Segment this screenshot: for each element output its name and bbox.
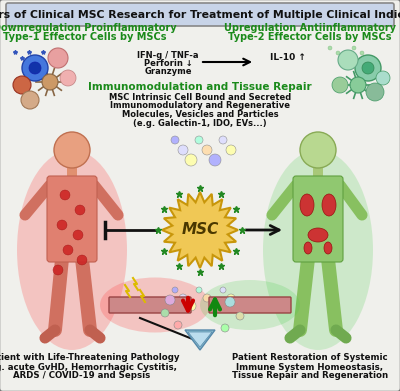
Text: Immunomodulation and Tissue Repair: Immunomodulation and Tissue Repair	[88, 82, 312, 92]
Circle shape	[77, 255, 87, 265]
Text: MSC Intrinsic Cell Bound and Secreted: MSC Intrinsic Cell Bound and Secreted	[109, 93, 291, 102]
Text: (e.g. Galectin-1, IDO, EVs...): (e.g. Galectin-1, IDO, EVs...)	[133, 120, 267, 129]
Circle shape	[225, 297, 235, 307]
Circle shape	[171, 136, 179, 144]
Circle shape	[22, 55, 48, 81]
FancyBboxPatch shape	[47, 176, 97, 262]
Circle shape	[300, 132, 336, 168]
Circle shape	[185, 154, 197, 166]
Circle shape	[13, 76, 31, 94]
Circle shape	[179, 294, 187, 302]
Circle shape	[362, 62, 374, 74]
Polygon shape	[162, 192, 238, 268]
Circle shape	[366, 83, 384, 101]
FancyBboxPatch shape	[67, 167, 77, 179]
Circle shape	[209, 154, 221, 166]
Circle shape	[186, 301, 196, 311]
Circle shape	[48, 48, 68, 68]
FancyBboxPatch shape	[293, 176, 343, 262]
Circle shape	[360, 51, 364, 55]
Text: Granzyme: Granzyme	[144, 68, 192, 77]
Ellipse shape	[324, 242, 332, 254]
Text: Patient with Life-Threatening Pathology: Patient with Life-Threatening Pathology	[0, 353, 179, 362]
Text: IL-10 ↑: IL-10 ↑	[270, 52, 306, 61]
Circle shape	[73, 230, 83, 240]
Circle shape	[178, 145, 188, 155]
Circle shape	[63, 245, 73, 255]
Text: Type-2 Effector Cells by MSCs: Type-2 Effector Cells by MSCs	[228, 32, 392, 42]
Text: Perforin ↓: Perforin ↓	[144, 59, 192, 68]
Circle shape	[219, 136, 227, 144]
Circle shape	[376, 71, 390, 85]
Ellipse shape	[200, 280, 300, 330]
Polygon shape	[188, 332, 212, 347]
Circle shape	[202, 145, 212, 155]
Ellipse shape	[263, 150, 373, 350]
Circle shape	[196, 287, 202, 293]
Text: Immunomodulatory and Regenerative: Immunomodulatory and Regenerative	[110, 102, 290, 111]
Ellipse shape	[300, 194, 314, 216]
Circle shape	[227, 294, 235, 302]
FancyBboxPatch shape	[6, 3, 394, 26]
Circle shape	[328, 46, 332, 50]
Text: Upregulation Antiinflammatory: Upregulation Antiinflammatory	[224, 23, 396, 33]
Circle shape	[174, 321, 182, 329]
Circle shape	[355, 55, 381, 81]
Circle shape	[221, 324, 229, 332]
Ellipse shape	[17, 150, 127, 350]
Circle shape	[338, 50, 358, 70]
Circle shape	[165, 295, 175, 305]
Circle shape	[54, 132, 90, 168]
Circle shape	[203, 294, 211, 302]
Ellipse shape	[308, 228, 328, 242]
Ellipse shape	[304, 242, 312, 254]
Text: Patient Restoration of Systemic: Patient Restoration of Systemic	[232, 353, 388, 362]
FancyBboxPatch shape	[313, 167, 323, 179]
Circle shape	[336, 51, 340, 55]
Circle shape	[75, 205, 85, 215]
Circle shape	[60, 70, 76, 86]
Circle shape	[352, 46, 356, 50]
Circle shape	[236, 312, 244, 320]
Circle shape	[53, 265, 63, 275]
Circle shape	[350, 77, 366, 93]
Ellipse shape	[322, 194, 336, 216]
Text: MSC: MSC	[181, 222, 219, 237]
Circle shape	[42, 74, 58, 90]
FancyBboxPatch shape	[109, 297, 191, 313]
Circle shape	[29, 62, 41, 74]
Circle shape	[332, 77, 348, 93]
Circle shape	[60, 190, 70, 200]
Polygon shape	[185, 330, 215, 350]
Text: 20 Years of Clinical MSC Research for Treatment of Multiple Clinical Indications: 20 Years of Clinical MSC Research for Tr…	[0, 9, 400, 20]
Text: Molecules, Vesicles and Particles: Molecules, Vesicles and Particles	[122, 111, 278, 120]
Circle shape	[21, 91, 39, 109]
Circle shape	[172, 287, 178, 293]
Text: Immune System Homeostasis,: Immune System Homeostasis,	[236, 362, 384, 371]
Circle shape	[161, 309, 169, 317]
Circle shape	[57, 220, 67, 230]
Circle shape	[226, 145, 236, 155]
Circle shape	[220, 287, 226, 293]
Circle shape	[210, 301, 220, 311]
Text: Tissue Repair and Regeneration: Tissue Repair and Regeneration	[232, 371, 388, 380]
Text: Downregulation Proinflammatory: Downregulation Proinflammatory	[0, 23, 177, 33]
Text: e.g. acute GvHD, Hemorrhagic Cystitis,: e.g. acute GvHD, Hemorrhagic Cystitis,	[0, 362, 178, 371]
Circle shape	[344, 56, 348, 60]
Text: Type-1 Effector Cells by MSCs: Type-1 Effector Cells by MSCs	[3, 32, 167, 42]
Circle shape	[195, 136, 203, 144]
Text: IFN-g / TNF-a: IFN-g / TNF-a	[137, 52, 199, 61]
Ellipse shape	[100, 278, 210, 332]
FancyBboxPatch shape	[209, 297, 291, 313]
Text: ARDS / COVID-19 and Sepsis: ARDS / COVID-19 and Sepsis	[13, 371, 151, 380]
